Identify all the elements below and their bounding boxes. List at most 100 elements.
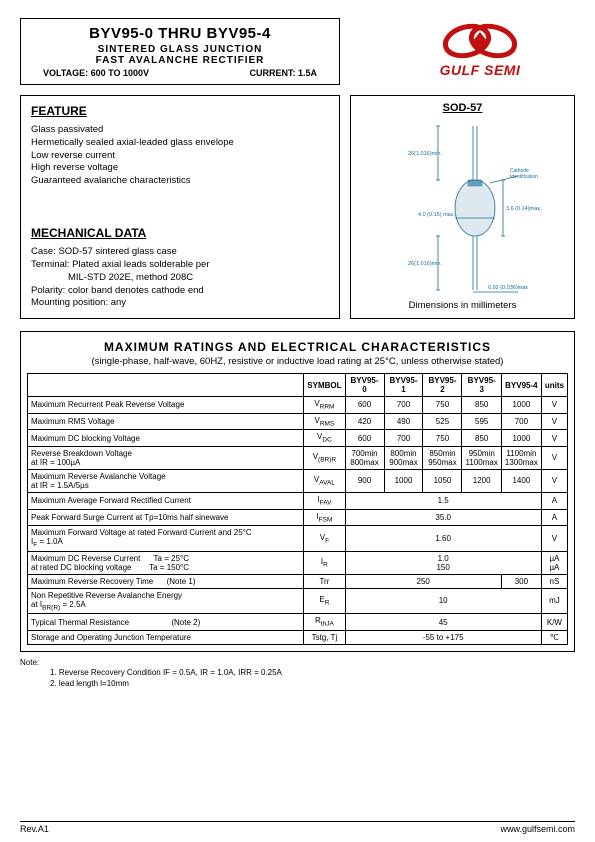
note-head: Note: [20, 658, 575, 668]
dim-body-w: 4.0 (0.15) max. [418, 212, 455, 218]
dim-wire: 0.92 (0.036)max [488, 285, 528, 291]
row-value: 1000 [501, 430, 541, 447]
row-value: 1400 [501, 469, 541, 492]
table-row: Maximum RMS VoltageVRMS420490525595700V [28, 413, 568, 430]
row-label: Maximum Reverse Avalanche Voltageat IR =… [28, 469, 304, 492]
table-row: Maximum Average Forward Rectified Curren… [28, 492, 568, 509]
table-row: Reverse Breakdown Voltageat IR = 100µAV(… [28, 446, 568, 469]
ratings-header-row: SYMBOLBYV95-0BYV95-1BYV95-2BYV95-3BYV95-… [28, 374, 568, 397]
row-value: 600 [345, 397, 384, 414]
row-value: 750 [423, 430, 462, 447]
row-unit: V [541, 446, 567, 469]
row-symbol: IR [304, 551, 345, 574]
diagram-box: SOD-57 [350, 95, 575, 319]
ratings-box: MAXIMUM RATINGS AND ELECTRICAL CHARACTER… [20, 331, 575, 652]
row-value: 700min800max [345, 446, 384, 469]
ratings-table: SYMBOLBYV95-0BYV95-1BYV95-2BYV95-3BYV95-… [27, 373, 568, 645]
footer-rev: Rev.A1 [20, 824, 49, 834]
row-value: 595 [462, 413, 501, 430]
mechanical-line: Polarity: color band denotes cathode end [31, 285, 329, 298]
row-value: 700 [384, 430, 423, 447]
ratings-col-header: SYMBOL [304, 374, 345, 397]
row-value-span: 1.60 [345, 526, 541, 552]
table-row: Maximum Reverse Avalanche Voltageat IR =… [28, 469, 568, 492]
note-1: 1. Reverse Recovery Condition IF = 0.5A,… [20, 668, 575, 678]
row-symbol: Tstg, Tj [304, 630, 345, 644]
row-label: Maximum Average Forward Rectified Curren… [28, 492, 304, 509]
row-label: Non Repetitive Reverse Avalanche Energya… [28, 588, 304, 614]
row-label: Maximum Reverse Recovery Time (Note 1) [28, 574, 304, 588]
row-label: Maximum Forward Voltage at rated Forward… [28, 526, 304, 552]
ratings-subtitle: (single-phase, half-wave, 60HZ, resistiv… [27, 356, 568, 367]
logo-text: GULF SEMI [390, 62, 570, 78]
row-value-span: 1.0150 [345, 551, 541, 574]
table-row: Maximum Forward Voltage at rated Forward… [28, 526, 568, 552]
row-value: 900 [345, 469, 384, 492]
row-unit: nS [541, 574, 567, 588]
note-2: 2. lead length l=10mm [20, 679, 575, 689]
mechanical-line: Case: SOD-57 sintered glass case [31, 246, 329, 259]
row-value: 750 [423, 397, 462, 414]
table-row: Maximum DC blocking VoltageVDC6007007508… [28, 430, 568, 447]
row-value: 525 [423, 413, 462, 430]
row-value: 1000 [501, 397, 541, 414]
feature-line: High reverse voltage [31, 162, 329, 175]
title-spec-row: VOLTAGE: 600 TO 1000V CURRENT: 1.5A [31, 68, 329, 78]
row-label: Storage and Operating Junction Temperatu… [28, 630, 304, 644]
row-label: Reverse Breakdown Voltageat IR = 100µA [28, 446, 304, 469]
row-unit: A [541, 509, 567, 526]
row-value: 700 [384, 397, 423, 414]
part-title: BYV95-0 THRU BYV95-4 [31, 25, 329, 42]
row-unit: µAµA [541, 551, 567, 574]
sod-title: SOD-57 [357, 102, 568, 114]
row-label: Maximum Recurrent Peak Reverse Voltage [28, 397, 304, 414]
row-unit: V [541, 430, 567, 447]
row-unit: V [541, 397, 567, 414]
feature-box: FEATURE Glass passivatedHermetically sea… [20, 95, 340, 319]
feature-line: Glass passivated [31, 124, 329, 137]
row-value-span: -55 to +175 [345, 630, 541, 644]
current-label: CURRENT: 1.5A [249, 68, 317, 78]
feature-line: Guaranteed avalanche characteristics [31, 175, 329, 188]
row-label: Maximum RMS Voltage [28, 413, 304, 430]
row-value: 850 [462, 397, 501, 414]
row-label: Peak Forward Surge Current at Tp=10ms ha… [28, 509, 304, 526]
notes-block: Note: 1. Reverse Recovery Condition IF =… [20, 658, 575, 689]
row-value-span: 35.0 [345, 509, 541, 526]
row-unit: V [541, 526, 567, 552]
row-symbol: ER [304, 588, 345, 614]
row-value-span: 10 [345, 588, 541, 614]
table-row: Maximum Recurrent Peak Reverse VoltageVR… [28, 397, 568, 414]
row-symbol: IFAV [304, 492, 345, 509]
row-symbol: VRRM [304, 397, 345, 414]
ratings-col-header: BYV95-0 [345, 374, 384, 397]
ratings-col-header: BYV95-3 [462, 374, 501, 397]
row-label: Maximum DC blocking Voltage [28, 430, 304, 447]
title-box: BYV95-0 THRU BYV95-4 SINTERED GLASS JUNC… [20, 18, 340, 85]
row-unit: V [541, 413, 567, 430]
mechanical-line: Terminal: Plated axial leads solderable … [31, 259, 329, 272]
ratings-col-header: BYV95-1 [384, 374, 423, 397]
row-value: 490 [384, 413, 423, 430]
row-value: 700 [501, 413, 541, 430]
ratings-title: MAXIMUM RATINGS AND ELECTRICAL CHARACTER… [27, 340, 568, 354]
row-unit: ℃ [541, 630, 567, 644]
row-symbol: V(BR)R [304, 446, 345, 469]
row-value: 420 [345, 413, 384, 430]
table-row: Storage and Operating Junction Temperatu… [28, 630, 568, 644]
footer: Rev.A1 www.gulfsemi.com [20, 821, 575, 834]
row-unit: mJ [541, 588, 567, 614]
row-value: 850 [462, 430, 501, 447]
row-unit: A [541, 492, 567, 509]
ratings-col-header: units [541, 374, 567, 397]
row-unit: K/W [541, 614, 567, 631]
row-value: 1050 [423, 469, 462, 492]
voltage-label: VOLTAGE: 600 TO 1000V [43, 68, 149, 78]
row-unit: V [541, 469, 567, 492]
table-row: Typical Thermal Resistance (Note 2)RthJA… [28, 614, 568, 631]
logo-icon [425, 22, 535, 60]
mechanical-line: Mounting position: any [31, 297, 329, 310]
table-row: Peak Forward Surge Current at Tp=10ms ha… [28, 509, 568, 526]
row-value-span: 250 [345, 574, 501, 588]
row-symbol: VRMS [304, 413, 345, 430]
